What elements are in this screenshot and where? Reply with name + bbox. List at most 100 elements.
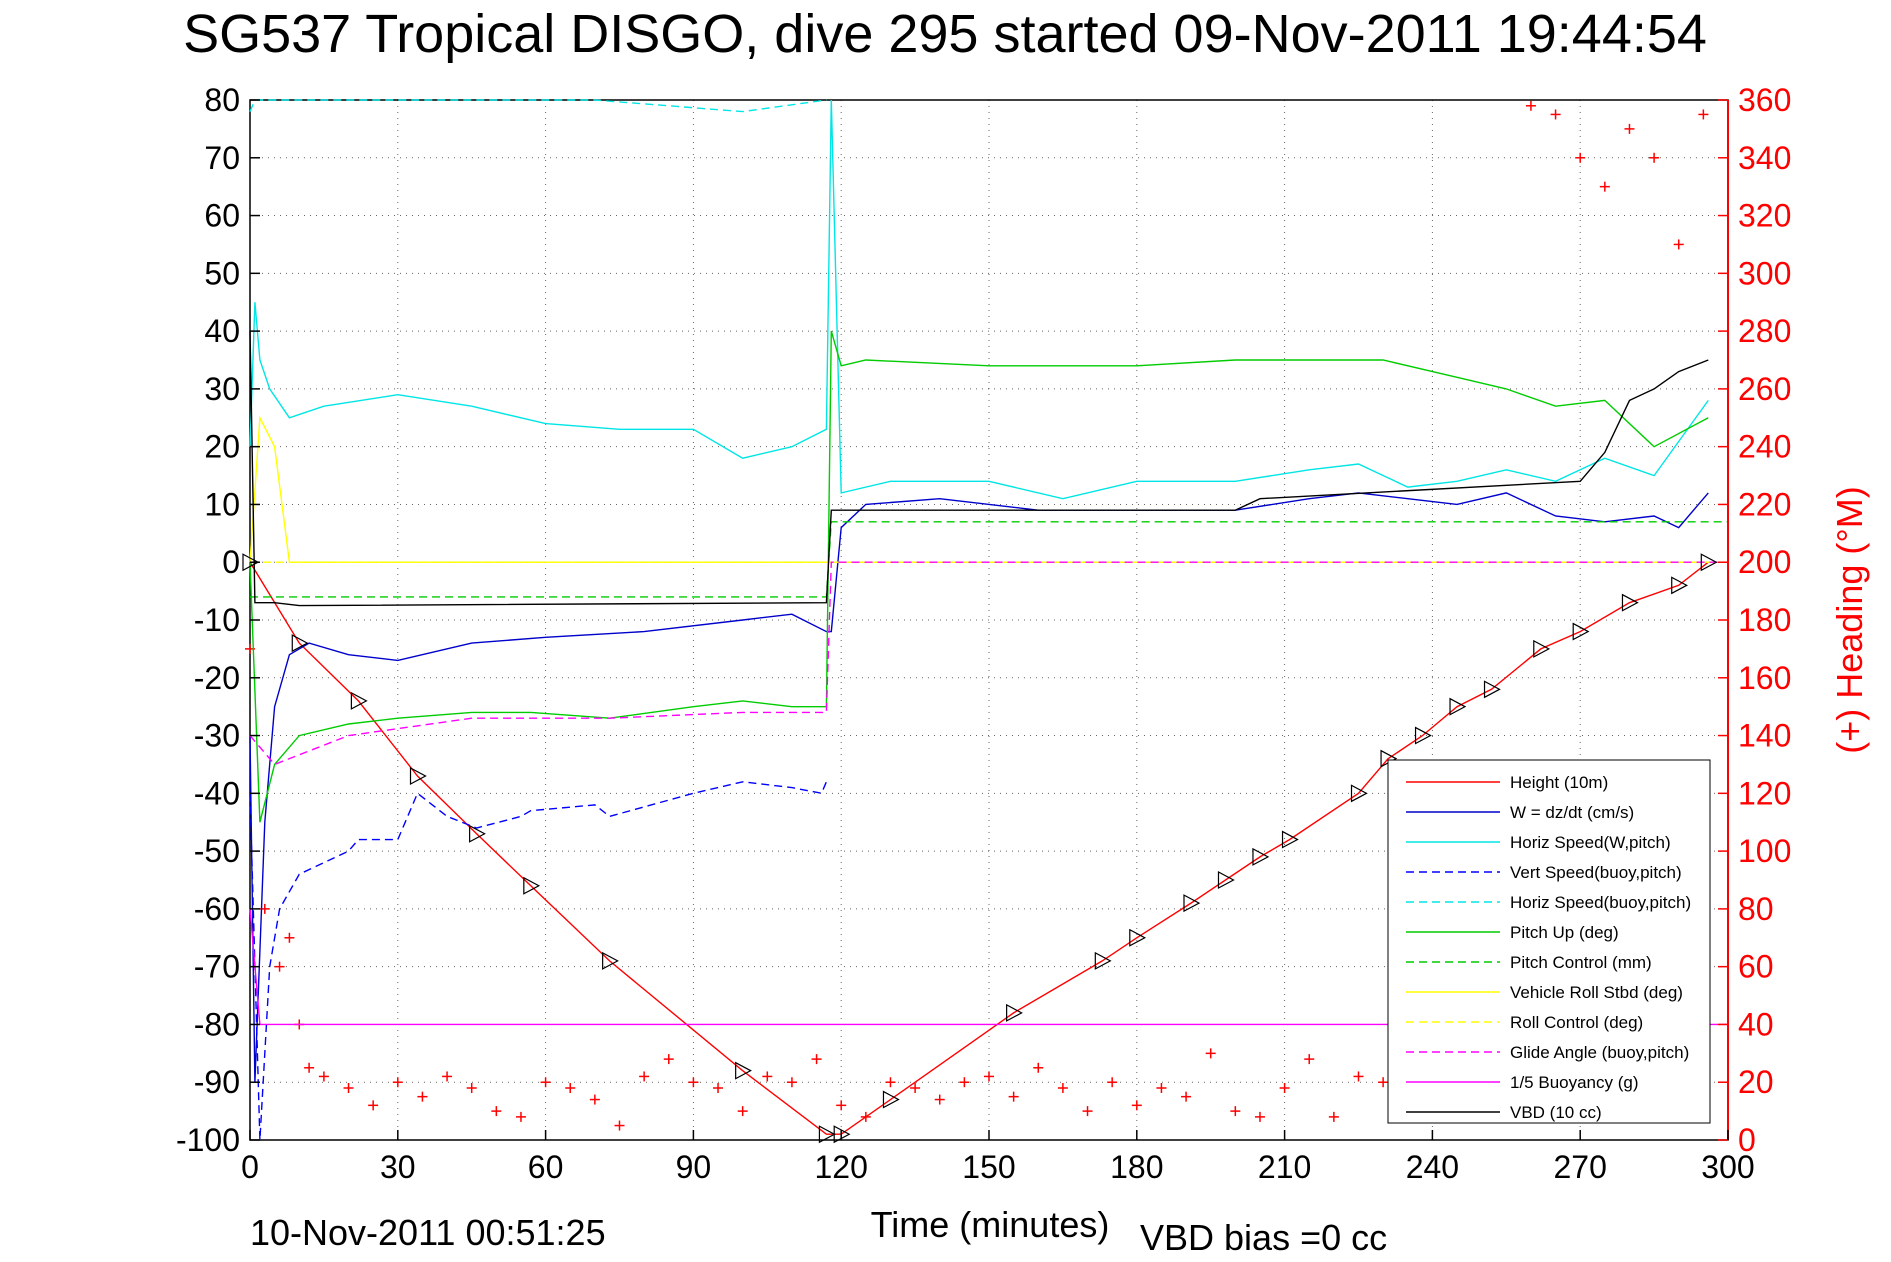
legend-entry-11: VBD (10 cc) — [1510, 1103, 1602, 1122]
x-tick-label: 210 — [1258, 1149, 1311, 1185]
heading-point — [1378, 1077, 1389, 1088]
heading-point — [540, 1077, 551, 1088]
heading-point — [1328, 1111, 1339, 1122]
heading-point — [1575, 152, 1586, 163]
heading-point — [442, 1071, 453, 1082]
heading-point — [688, 1077, 699, 1088]
legend-entry-2: Horiz Speed(W,pitch) — [1510, 833, 1671, 852]
x-tick-label: 60 — [528, 1149, 564, 1185]
left-tick-label: -50 — [194, 833, 240, 869]
legend-entry-5: Pitch Up (deg) — [1510, 923, 1619, 942]
x-tick-label: 270 — [1554, 1149, 1607, 1185]
x-axis: 0 30 60 90 120 150 180 210 240 270 300 — [241, 1130, 1755, 1185]
heading-point — [1525, 100, 1536, 111]
heading-point — [515, 1111, 526, 1122]
height-marker — [1449, 697, 1467, 716]
plot-area — [242, 99, 1729, 1144]
left-tick-label: 10 — [204, 486, 240, 522]
legend-entry-6: Pitch Control (mm) — [1510, 953, 1652, 972]
height-marker — [1006, 1003, 1023, 1022]
heading-point — [934, 1094, 945, 1105]
right-tick-label: 100 — [1738, 833, 1791, 869]
height-marker — [1129, 928, 1147, 947]
height-marker — [1252, 847, 1270, 866]
heading-point — [1673, 239, 1684, 250]
right-tick-label: 180 — [1738, 602, 1791, 638]
right-tick-label: 120 — [1738, 775, 1791, 811]
x-tick-label: 0 — [241, 1149, 259, 1185]
right-tick-label: 300 — [1738, 255, 1791, 291]
series-line-3 — [249, 781, 828, 1141]
left-tick-label: -60 — [194, 891, 240, 927]
right-tick-label: 80 — [1738, 891, 1774, 927]
left-tick-label: 20 — [204, 429, 240, 465]
left-tick-label: -70 — [194, 949, 240, 985]
heading-point — [304, 1062, 315, 1073]
left-tick-label: 0 — [222, 544, 240, 580]
right-y-axis: 3603403203002802602402202001801601401201… — [1718, 82, 1791, 1158]
heading-point — [1156, 1083, 1167, 1093]
x-tick-label: 90 — [676, 1149, 712, 1185]
legend-entry-8: Roll Control (deg) — [1510, 1013, 1643, 1032]
x-tick-label: 120 — [815, 1149, 868, 1185]
heading-point — [836, 1100, 847, 1111]
height-marker — [409, 767, 427, 785]
heading-point — [1353, 1071, 1364, 1082]
heading-point — [811, 1054, 822, 1065]
x-tick-label: 180 — [1110, 1149, 1163, 1185]
series-line-2 — [249, 99, 1709, 500]
x-tick-label: 150 — [962, 1149, 1015, 1185]
heading-point — [984, 1071, 994, 1082]
legend-entry-9: Glide Angle (buoy,pitch) — [1510, 1043, 1689, 1062]
left-tick-label: -90 — [194, 1064, 240, 1100]
height-marker — [1621, 593, 1639, 612]
height-marker — [1572, 622, 1590, 641]
left-tick-label: 40 — [204, 313, 240, 349]
height-marker — [523, 876, 541, 895]
heading-point — [762, 1071, 773, 1082]
left-tick-label: -80 — [194, 1006, 240, 1042]
heading-point — [589, 1094, 600, 1105]
heading-point — [639, 1071, 650, 1082]
series-line-4 — [249, 99, 827, 113]
heading-point — [318, 1071, 329, 1082]
vbd-bias-label: VBD bias =0 cc — [1140, 1217, 1387, 1258]
legend-entry-1: W = dz/dt (cm/s) — [1510, 803, 1634, 822]
heading-point — [466, 1083, 477, 1093]
x-tick-label: 30 — [380, 1149, 416, 1185]
heading-point — [786, 1077, 797, 1088]
height-marker — [818, 1125, 836, 1144]
heading-point — [1205, 1048, 1216, 1059]
right-tick-label: 200 — [1738, 544, 1791, 580]
legend-entry-3: Vert Speed(buoy,pitch) — [1510, 863, 1682, 882]
left-tick-label: -10 — [194, 602, 240, 638]
height-marker — [602, 951, 619, 970]
series-line-1 — [249, 492, 1709, 1083]
right-tick-label: 280 — [1738, 313, 1791, 349]
right-tick-label: 20 — [1738, 1064, 1774, 1100]
right-tick-label: 240 — [1738, 429, 1791, 465]
heading-point — [663, 1054, 674, 1065]
height-marker — [350, 691, 368, 710]
height-marker — [469, 824, 486, 843]
right-tick-label: 60 — [1738, 949, 1774, 985]
legend-entry-4: Horiz Speed(buoy,pitch) — [1510, 893, 1691, 912]
height-marker — [1281, 830, 1299, 849]
end-timestamp: 10-Nov-2011 00:51:25 — [250, 1212, 606, 1253]
right-y-axis-label: (+) Heading (°M) — [1829, 486, 1870, 753]
right-tick-label: 360 — [1738, 82, 1791, 118]
height-marker — [1700, 553, 1718, 572]
height-marker — [882, 1090, 900, 1109]
heading-point — [491, 1106, 502, 1117]
height-marker — [735, 1061, 752, 1080]
x-axis-label: Time (minutes) — [871, 1204, 1110, 1245]
heading-point — [1254, 1111, 1265, 1122]
heading-point — [959, 1077, 970, 1088]
heading-point — [284, 932, 295, 943]
heading-point — [417, 1091, 428, 1102]
right-tick-label: 260 — [1738, 371, 1791, 407]
left-tick-label: 30 — [204, 371, 240, 407]
heading-point — [910, 1083, 921, 1093]
heading-point — [1624, 123, 1635, 134]
